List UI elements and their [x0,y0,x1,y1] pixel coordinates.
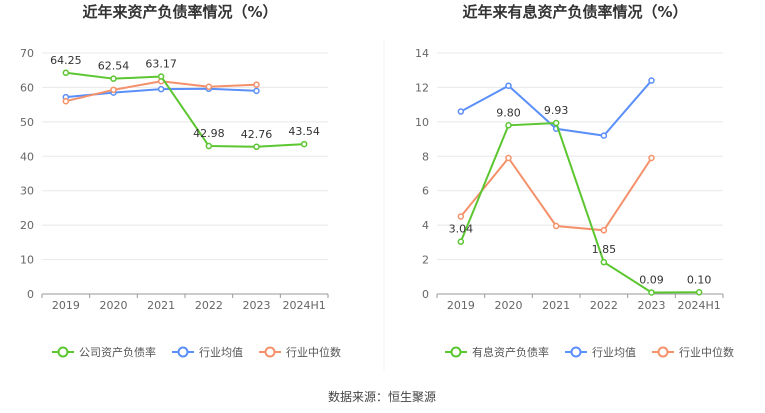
data-label: 42.98 [193,127,225,140]
x-tick-label: 2020 [495,299,523,312]
data-point-avg [505,82,512,89]
data-point-avg [157,85,165,93]
x-tick-label: 2022 [195,299,223,312]
data-point-median [600,227,608,234]
data-label: 64.25 [50,54,82,67]
data-label: 9.93 [544,104,569,117]
y-tick-label: 0 [27,288,34,301]
y-tick-label: 2 [422,254,429,267]
data-point-company [505,122,512,129]
y-tick-label: 0 [422,288,429,301]
legend-item-avg[interactable]: 行业均值 [172,346,243,359]
y-tick-label: 30 [20,185,34,198]
interest-bearing-debt-ratio-chart: 近年来有息资产负债率情况（%） 0 2 4 6 8 10 12 14 2019 2020 2021 2… [415,3,734,359]
legend-item-company[interactable]: 有息资产负债率 [445,345,549,359]
x-tick-label: 2019 [52,299,80,312]
y-tick-label: 14 [415,47,429,60]
data-point-company [695,289,703,296]
debt-ratio-chart: 近年来资产负债率情况（%） 0 10 20 30 40 50 60 70 2019 2020 202… [20,3,341,359]
data-label: 9.80 [496,106,521,119]
data-point-company [253,143,260,151]
legend-label: 行业均值 [199,346,243,359]
y-tick-label: 12 [415,81,429,94]
legend-label: 公司资产负债率 [79,345,156,359]
data-label: 3.04 [449,223,474,236]
data-point-median [253,81,260,88]
data-label: 43.54 [288,125,320,138]
data-point-company [600,258,608,266]
data-label: 62.54 [98,60,130,73]
data-point-company [205,142,213,150]
data-label: 0.09 [639,273,664,286]
legend-label: 有息资产负债率 [472,345,549,359]
legend-swatch-marker [657,346,669,358]
y-tick-label: 40 [20,150,34,163]
x-tick-label: 2021 [542,299,570,312]
series-line-company [65,71,305,148]
legend-swatch-marker [177,346,189,358]
legend-item-avg[interactable]: 行业均值 [565,346,636,359]
data-point-company [457,238,465,245]
data-point-median [205,83,213,90]
data-point-median [552,222,560,230]
y-tick-label: 20 [20,219,34,232]
data-point-company [110,75,117,82]
legend-swatch-marker [57,346,69,358]
legend-swatch-marker [264,346,276,358]
chart-title: 近年来资产负债率情况（%） [82,3,277,21]
data-source: 数据来源：恒生聚源 [328,389,436,404]
data-point-company [552,119,560,127]
x-tick-label: 2022 [590,299,618,312]
x-tick-label: 2020 [100,299,128,312]
x-tick-label: 2019 [447,299,475,312]
data-point-median [457,213,465,220]
legend-item-company[interactable]: 公司资产负债率 [52,345,156,359]
data-label: 42.76 [241,128,273,141]
data-point-avg [457,108,465,115]
y-tick-label: 6 [422,185,429,198]
y-tick-label: 50 [20,116,34,129]
data-point-median [648,154,655,162]
data-point-avg [648,77,655,84]
data-point-median [62,97,70,105]
legend-label: 行业中位数 [286,345,341,359]
data-point-avg [253,87,260,95]
data-point-median [110,86,117,94]
data-point-company [648,289,655,296]
y-tick-label: 8 [422,150,429,163]
x-tick-label: 2023 [638,299,666,312]
x-tick-label: 2021 [147,299,175,312]
data-point-avg [600,132,608,139]
legend-item-median[interactable]: 行业中位数 [259,345,341,359]
y-tick-label: 4 [422,219,429,232]
chart-title: 近年来有息资产负债率情况（%） [462,3,687,21]
legend-label: 行业均值 [592,346,636,359]
data-label: 0.10 [687,273,712,286]
series-line-median [460,156,653,232]
data-label: 1.85 [592,243,617,256]
data-point-company [62,69,70,77]
legend-swatch-marker [570,346,582,358]
y-tick-label: 10 [415,116,429,129]
y-tick-label: 60 [20,81,34,94]
y-tick-label: 10 [20,254,34,267]
data-point-company [157,73,165,80]
legend-item-median[interactable]: 行业中位数 [652,345,734,359]
data-label: 63.17 [145,58,177,71]
x-tick-label: 2024H1 [678,299,721,312]
x-tick-label: 2023 [243,299,271,312]
series-line-company [459,122,700,294]
x-tick-label: 2024H1 [283,299,326,312]
data-point-median [505,154,512,162]
data-point-company [300,140,308,148]
y-tick-label: 70 [20,47,34,60]
legend-swatch-marker [450,346,462,358]
legend-label: 行业中位数 [679,345,734,359]
